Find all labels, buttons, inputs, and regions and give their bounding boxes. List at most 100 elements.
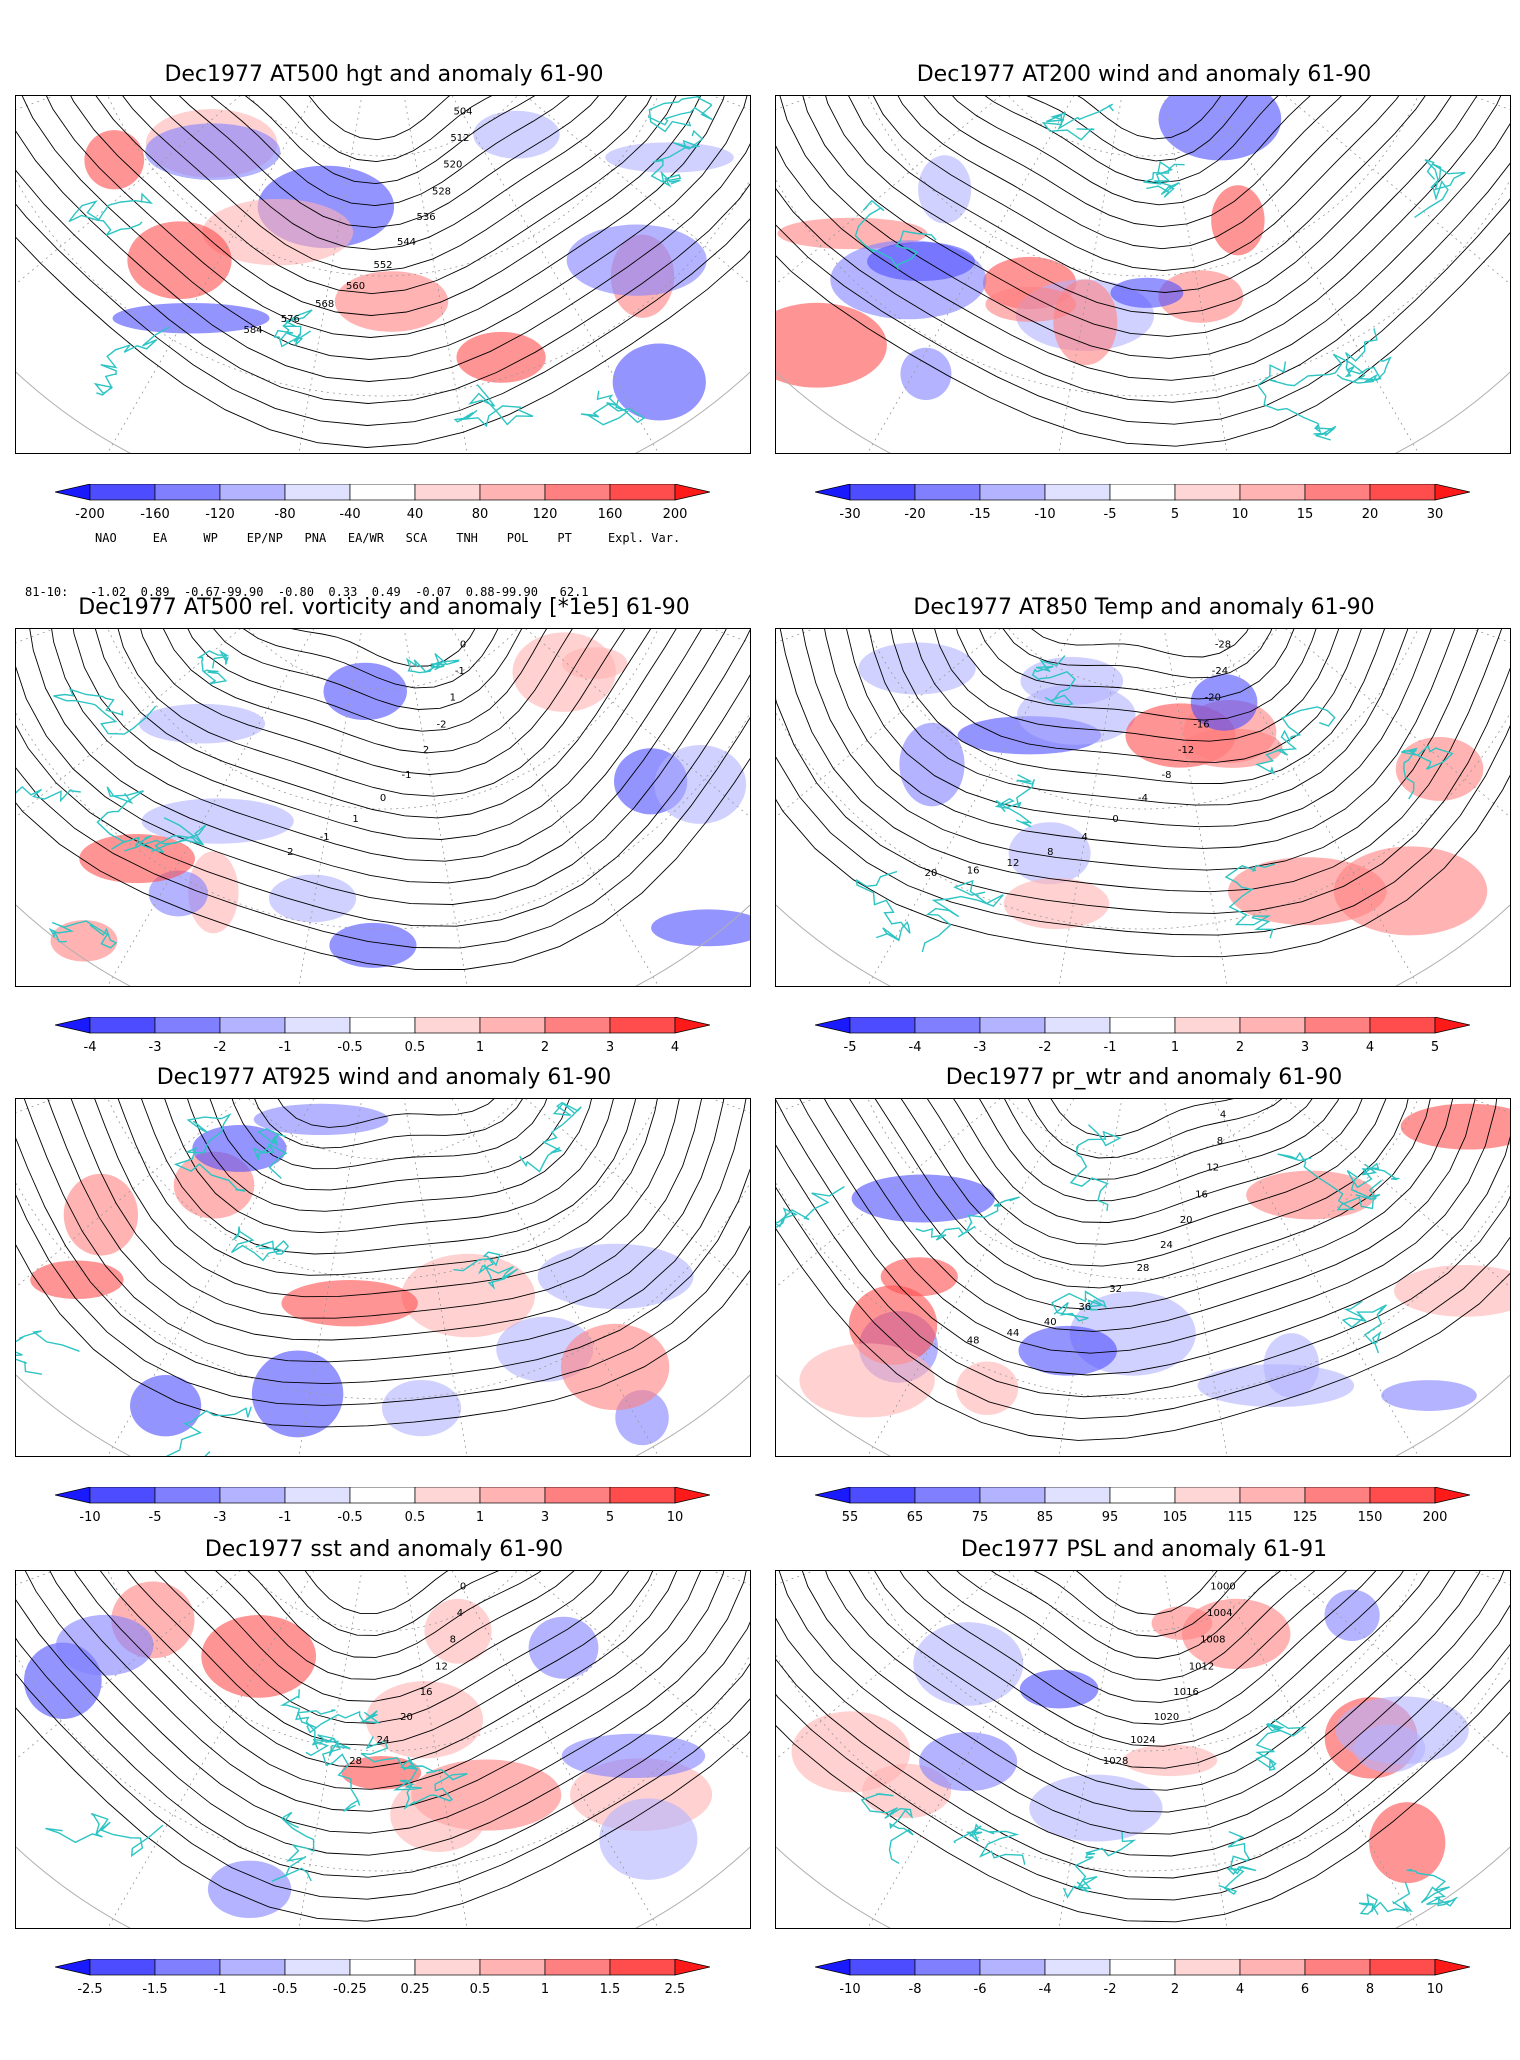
- contour-line: [848, 96, 1426, 293]
- contour-line: [802, 96, 1478, 337]
- map-frame: [775, 95, 1511, 454]
- colorbar-segment: [154, 1017, 221, 1034]
- contour-line: [154, 1571, 630, 1724]
- anomaly-region: [1333, 846, 1488, 936]
- contour-label: 1012: [1189, 1661, 1214, 1672]
- contour-line: [23, 1099, 747, 1363]
- anomaly-region: [334, 271, 449, 332]
- map-frame: 504 512 520 528 536 544 552 560 568 576 584: [15, 95, 751, 454]
- panel-title: Dec1977 AT850 Temp and anomaly 61-90: [913, 595, 1375, 620]
- map-plot: -28 -24 -20 -16 -12 -8 -4 0 4 8 12 16 20: [776, 629, 1510, 986]
- latitude-circle: [1008, 96, 1278, 157]
- colorbar-tick-label: 5: [606, 1510, 614, 1525]
- colorbar-tick-label: 3: [541, 1510, 549, 1525]
- coastline: [1358, 1881, 1413, 1916]
- anomaly-region: [1190, 674, 1258, 731]
- map-plot: [16, 1099, 750, 1456]
- contour-line: [231, 1099, 548, 1170]
- colorbar-tick-label: -1: [214, 1982, 227, 1997]
- colorbar-tick-label: 150: [1358, 1510, 1383, 1525]
- contour-line: [776, 198, 1510, 425]
- panel-title: Dec1977 AT200 wind and anomaly 61-90: [916, 62, 1372, 87]
- contour-label: 568: [315, 299, 334, 310]
- contour-line: [874, 1571, 1404, 1747]
- anomaly-region: [1158, 270, 1244, 323]
- colorbar-tick-label: 55: [842, 1510, 859, 1525]
- colorbar-segment: [1044, 1959, 1111, 1976]
- anomaly-region: [30, 1260, 124, 1299]
- contour-line: [776, 162, 1510, 403]
- colorbar: -4 -3 -2 -1 -0.5 0.5 1 2 3 4: [55, 1017, 710, 1055]
- contour-line: [990, 1571, 1281, 1659]
- contour-label: 1016: [1173, 1687, 1198, 1698]
- contour-line: [776, 1099, 1510, 1376]
- colorbar-segment: [154, 1487, 221, 1504]
- contour-line: [956, 1571, 1316, 1681]
- coastline: [1346, 1162, 1400, 1200]
- colorbar-segment: [1369, 1017, 1436, 1034]
- colorbar-tick-label: -4: [84, 1040, 97, 1055]
- contour-label: 4: [1220, 1110, 1226, 1121]
- colorbar-segment: [609, 1959, 676, 1976]
- contour-line: [122, 96, 652, 273]
- contour-label: 0: [380, 793, 386, 804]
- contour-line: [776, 1711, 1510, 1923]
- anomaly-region: [777, 217, 928, 250]
- colorbar-segment: [1044, 1017, 1111, 1034]
- contour-line: [953, 1099, 1363, 1223]
- contour-label: 1000: [1210, 1582, 1235, 1593]
- colorbar-segment: [544, 1959, 611, 1976]
- colorbar-segment: [1239, 1017, 1306, 1034]
- colorbar-tick-label: 200: [1423, 1510, 1448, 1525]
- coastline: [139, 817, 207, 853]
- contour-line: [890, 629, 1385, 784]
- contour-label: -24: [1212, 666, 1228, 677]
- contour-line: [184, 1571, 603, 1702]
- contour-label: 1004: [1207, 1608, 1232, 1619]
- colorbar-tick-label: 125: [1293, 1510, 1318, 1525]
- contour-label: 504: [453, 107, 472, 118]
- coastline: [1062, 1831, 1137, 1899]
- colorbar-segment: [89, 1487, 156, 1504]
- colorbar-tick-label: 160: [598, 507, 623, 522]
- anomaly-region: [79, 834, 196, 884]
- coastline: [1277, 1151, 1382, 1211]
- coastline: [1224, 863, 1275, 939]
- contour-line: [824, 629, 1456, 849]
- contour-line: [70, 96, 702, 316]
- contour-label: 20: [400, 1712, 413, 1723]
- colorbar-tick-label: 85: [1037, 1510, 1054, 1525]
- colorbar-tick-label: -0.5: [272, 1982, 297, 1997]
- contour-line: [215, 1571, 575, 1680]
- colorbar-tick-label: -1: [279, 1040, 292, 1055]
- contour-line: [868, 629, 1409, 806]
- colorbar-segment: [979, 484, 1046, 501]
- coastline: [860, 1793, 914, 1865]
- colorbar-segment: [479, 1017, 546, 1034]
- anomaly-region: [799, 1343, 935, 1418]
- contour-label: 4: [457, 1608, 463, 1619]
- colorbar-segment: [1304, 1487, 1371, 1504]
- latitude-circle: [248, 96, 518, 157]
- coastline: [1041, 103, 1115, 141]
- colorbar-segment: [349, 1487, 416, 1504]
- contour-line: [140, 629, 599, 775]
- contour-label: 12: [435, 1661, 448, 1672]
- colorbar-min-arrow: [55, 1017, 91, 1034]
- contour-label: 512: [450, 133, 469, 144]
- contour-line: [16, 1637, 750, 1878]
- colorbar-segment: [1239, 1487, 1306, 1504]
- contour-label: 576: [281, 314, 300, 325]
- contour-line: [94, 629, 652, 819]
- contour-label: 0: [1112, 814, 1118, 825]
- colorbar-segment: [219, 1017, 286, 1034]
- anomaly-region: [956, 1361, 1019, 1415]
- contour-label: 2: [423, 745, 429, 756]
- contour-line: [16, 1244, 750, 1428]
- colorbar-segment: [284, 1487, 351, 1504]
- coastline: [165, 1406, 252, 1456]
- anomaly-region: [55, 1614, 154, 1676]
- contour-line: [776, 232, 1510, 447]
- coastline: [650, 129, 704, 188]
- contour-line: [979, 629, 1295, 700]
